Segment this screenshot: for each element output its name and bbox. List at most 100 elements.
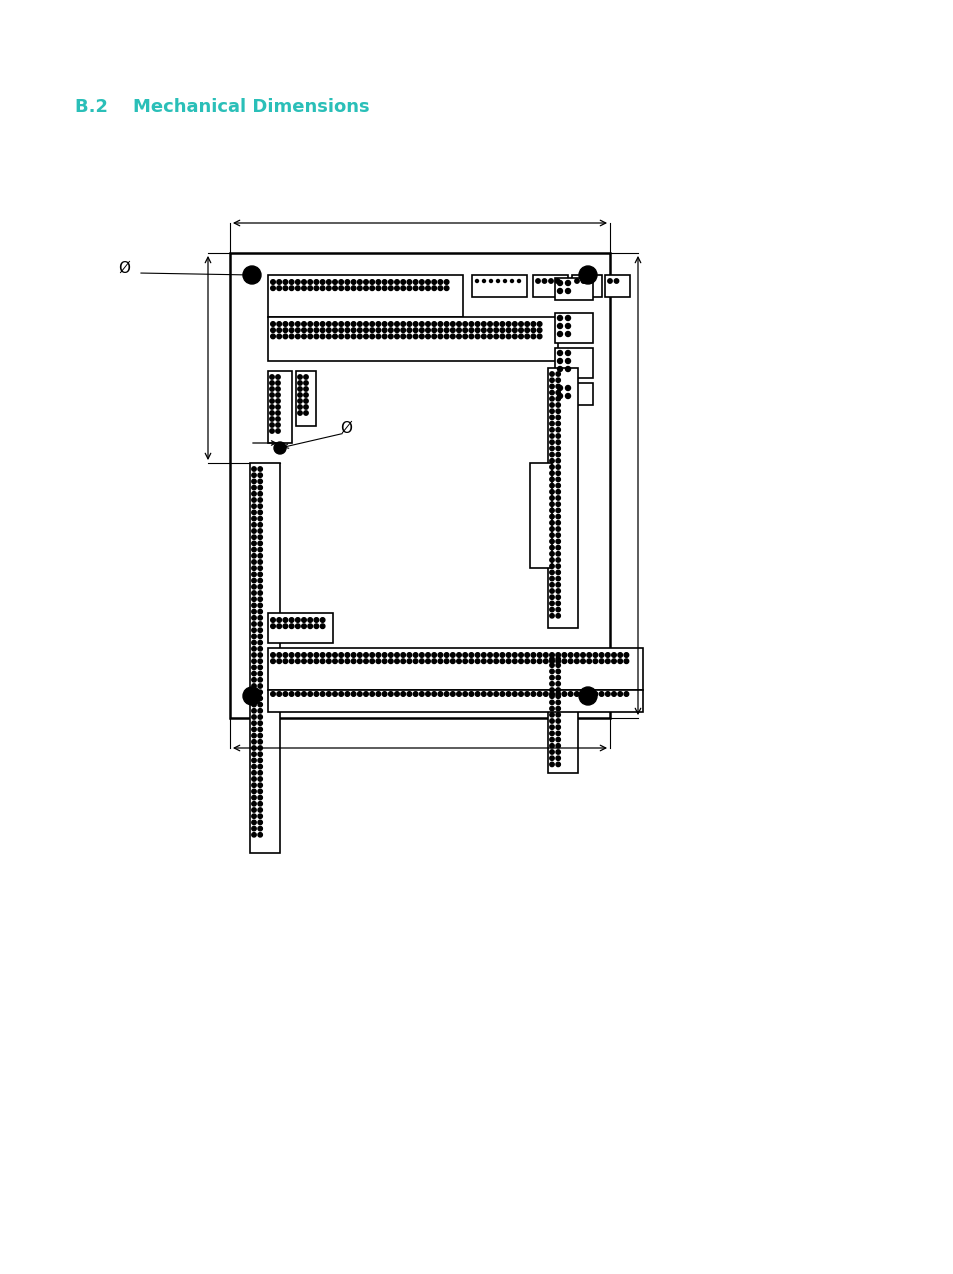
Circle shape xyxy=(450,659,455,664)
Circle shape xyxy=(482,279,485,283)
Circle shape xyxy=(375,334,380,339)
Circle shape xyxy=(556,428,559,432)
Circle shape xyxy=(557,288,562,293)
Circle shape xyxy=(549,552,554,555)
Circle shape xyxy=(252,609,256,614)
Circle shape xyxy=(556,459,559,462)
Circle shape xyxy=(557,331,562,336)
Circle shape xyxy=(275,417,280,422)
Circle shape xyxy=(271,692,275,697)
Circle shape xyxy=(252,479,256,484)
Circle shape xyxy=(593,692,598,697)
Circle shape xyxy=(575,279,578,283)
Circle shape xyxy=(345,285,350,290)
Circle shape xyxy=(549,558,554,562)
Circle shape xyxy=(375,327,380,333)
Circle shape xyxy=(556,576,559,581)
Circle shape xyxy=(462,659,467,664)
Circle shape xyxy=(326,280,331,284)
Circle shape xyxy=(345,280,350,284)
Circle shape xyxy=(320,334,325,339)
Circle shape xyxy=(357,334,362,339)
Circle shape xyxy=(257,665,262,670)
Bar xyxy=(555,348,593,378)
Circle shape xyxy=(283,322,288,326)
Circle shape xyxy=(556,521,559,525)
Circle shape xyxy=(301,692,306,697)
Circle shape xyxy=(252,684,256,688)
Circle shape xyxy=(565,386,570,391)
Circle shape xyxy=(549,608,554,612)
Circle shape xyxy=(565,358,570,363)
Circle shape xyxy=(580,692,585,697)
Circle shape xyxy=(252,572,256,577)
Circle shape xyxy=(257,814,262,818)
Circle shape xyxy=(257,740,262,744)
Circle shape xyxy=(556,489,559,494)
Circle shape xyxy=(257,727,262,731)
Circle shape xyxy=(351,280,355,284)
Circle shape xyxy=(432,692,436,697)
Text: Ø: Ø xyxy=(339,420,352,436)
Circle shape xyxy=(618,659,622,664)
Circle shape xyxy=(400,322,405,326)
Circle shape xyxy=(270,387,274,391)
Circle shape xyxy=(549,688,554,692)
Circle shape xyxy=(351,334,355,339)
Circle shape xyxy=(252,529,256,534)
Circle shape xyxy=(326,659,331,664)
Circle shape xyxy=(338,334,343,339)
Bar xyxy=(555,383,593,405)
Circle shape xyxy=(557,394,562,399)
Circle shape xyxy=(536,279,539,283)
Circle shape xyxy=(252,665,256,670)
Circle shape xyxy=(252,833,256,837)
Circle shape xyxy=(549,508,554,512)
Circle shape xyxy=(524,334,529,339)
Circle shape xyxy=(276,624,281,628)
Circle shape xyxy=(338,280,343,284)
Circle shape xyxy=(425,280,430,284)
Bar xyxy=(268,691,642,712)
Circle shape xyxy=(432,652,436,657)
Circle shape xyxy=(556,694,559,698)
Circle shape xyxy=(252,559,256,564)
Circle shape xyxy=(611,652,616,657)
Circle shape xyxy=(549,564,554,568)
Circle shape xyxy=(345,652,350,657)
Circle shape xyxy=(375,659,380,664)
Circle shape xyxy=(382,285,387,290)
Circle shape xyxy=(303,387,308,391)
Circle shape xyxy=(444,334,449,339)
Circle shape xyxy=(549,390,554,395)
Circle shape xyxy=(556,755,559,761)
Circle shape xyxy=(556,372,559,376)
Circle shape xyxy=(496,279,499,283)
Circle shape xyxy=(561,659,566,664)
Circle shape xyxy=(301,659,306,664)
Circle shape xyxy=(437,692,442,697)
Circle shape xyxy=(351,692,355,697)
Circle shape xyxy=(257,684,262,688)
Circle shape xyxy=(395,322,399,326)
Circle shape xyxy=(252,702,256,707)
Text: Ø: Ø xyxy=(118,260,130,275)
Circle shape xyxy=(314,652,318,657)
Circle shape xyxy=(556,483,559,488)
Circle shape xyxy=(326,327,331,333)
Text: B.2    Mechanical Dimensions: B.2 Mechanical Dimensions xyxy=(75,98,369,116)
Circle shape xyxy=(611,692,616,697)
Circle shape xyxy=(469,692,474,697)
Circle shape xyxy=(487,334,492,339)
Circle shape xyxy=(289,285,294,290)
Circle shape xyxy=(549,738,554,741)
Circle shape xyxy=(257,784,262,787)
Circle shape xyxy=(432,659,436,664)
Circle shape xyxy=(556,465,559,469)
Circle shape xyxy=(301,327,306,333)
Circle shape xyxy=(444,659,449,664)
Circle shape xyxy=(252,591,256,595)
Circle shape xyxy=(512,692,517,697)
Circle shape xyxy=(257,566,262,571)
Circle shape xyxy=(605,652,610,657)
